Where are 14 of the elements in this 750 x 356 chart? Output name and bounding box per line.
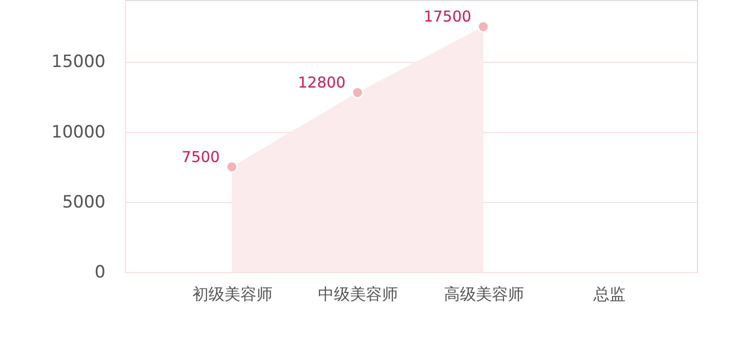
point	[352, 86, 364, 99]
data-label: 17500	[424, 8, 472, 26]
y-tick-label: 15000	[51, 52, 106, 72]
y-tick-label: 10000	[51, 122, 106, 142]
y-tick-label: 0	[94, 262, 106, 282]
data-label: 12800	[298, 74, 346, 92]
point	[226, 160, 238, 173]
x-tick-label: 高级美容师	[444, 284, 524, 304]
x-tick-label: 中级美容师	[318, 284, 398, 304]
data-label: 7500	[182, 148, 220, 166]
x-tick-label: 初级美容师	[192, 284, 272, 304]
y-tick-label: 5000	[62, 192, 106, 212]
point	[477, 20, 490, 33]
x-tick-label: 总监	[592, 284, 626, 304]
